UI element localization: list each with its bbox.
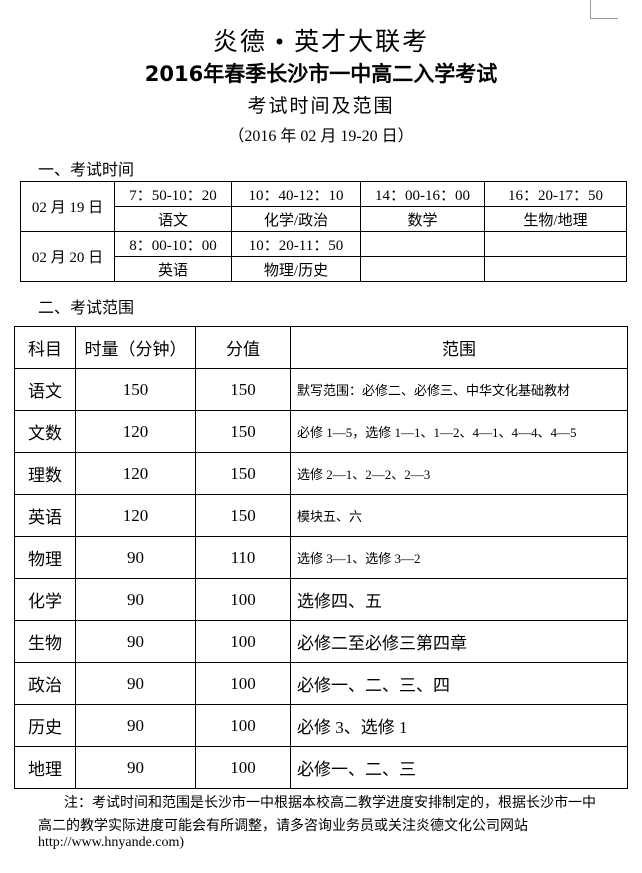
scope-cell: 必修一、二、三 [290,746,628,789]
duration-cell: 90 [75,536,196,579]
score-cell: 150 [195,452,291,495]
slot-time: 16：20-17：50 [484,181,627,207]
subject-cell: 语文 [14,368,76,411]
slot-subject: 生物/地理 [484,206,627,232]
score-cell: 100 [195,662,291,705]
page-corner-mark [590,0,618,19]
scope-cell: 必修 1—5，选修 1—1、1—2、4—1、4—4、4—5 [290,410,628,453]
slot-subject: 物理/历史 [231,256,361,282]
subject-cell: 英语 [14,494,76,537]
score-cell: 150 [195,368,291,411]
duration-cell: 120 [75,452,196,495]
table-row: 政治 90 100 必修一、二、三、四 [14,662,628,705]
scope-cell: 默写范围：必修二、必修三、中华文化基础教材 [290,368,628,411]
scope-cell: 选修 2—1、2—2、2—3 [290,452,628,495]
time-row: 02 月 19 日 7：50-10：20 10：40-12：10 14：00-16：0… [20,181,627,232]
slot-subject: 语文 [114,206,232,232]
slot-time [360,231,485,257]
slot-time: 8：00-10：00 [114,231,232,257]
column-header: 科目 [14,326,76,369]
slot-subject: 化学/政治 [231,206,361,232]
doc-subtitle: 2016年春季长沙市一中高二入学考试 [144,62,498,86]
subject-cell: 地理 [14,746,76,789]
scope-cell: 选修 3—1、选修 3—2 [290,536,628,579]
duration-cell: 90 [75,704,196,747]
score-cell: 100 [195,746,291,789]
table-row: 物理 90 110 选修 3—1、选修 3—2 [14,536,628,579]
website-link[interactable]: http://www.hnyande.com) [38,835,185,850]
subject-cell: 历史 [14,704,76,747]
subject-row: 英语 物理/历史 [21,256,627,282]
doc-date: （2016 年 02 月 19-20 日） [228,128,414,145]
slot-time: 14：00-16：00 [360,181,485,207]
subject-cell: 政治 [14,662,76,705]
footnote: 注：考试时间和范围是长沙市一中根据本校高二教学进度安排制定的，根据长沙市一中高二… [38,795,596,834]
subject-cell: 理数 [14,452,76,495]
score-cell: 100 [195,620,291,663]
table-row: 理数 120 150 选修 2—1、2—2、2—3 [14,452,628,495]
slot-time: 10：20-11：50 [231,231,361,257]
slot-subject: 数学 [360,206,485,232]
scope-cell: 选修四、五 [290,578,628,621]
subject-cell: 文数 [14,410,76,453]
slot-subject [360,256,485,282]
column-header: 时量（分钟） [75,326,196,369]
duration-cell: 150 [75,368,196,411]
slot-time: 7：50-10：20 [114,181,232,207]
subject-cell: 化学 [14,578,76,621]
section2-title: 二、考试范围 [38,300,135,317]
subject-cell: 物理 [14,536,76,579]
table-row: 文数 120 150 必修 1—5，选修 1—1、1—2、4—1、4—4、4—5 [14,410,628,453]
score-cell: 100 [195,578,291,621]
slot-time [484,231,627,257]
doc-heading: 考试时间及范围 [247,96,395,117]
table-row: 地理 90 100 必修一、二、三 [14,746,628,789]
subject-cell: 生物 [14,620,76,663]
score-cell: 150 [195,410,291,453]
column-header: 分值 [195,326,291,369]
table-row: 历史 90 100 必修 3、选修 1 [14,704,628,747]
subject-row: 语文 化学/政治 数学 生物/地理 [21,206,627,232]
exam-date: 02 月 20 日 [20,231,115,282]
exam-scope-table: 科目 时量（分钟） 分值 范围 语文 150 150 默写范围：必修二、必修三、中华文化基础教… [14,326,628,789]
table-row: 英语 120 150 模块五、六 [14,494,628,537]
score-cell: 150 [195,494,291,537]
table-row: 语文 150 150 默写范围：必修二、必修三、中华文化基础教材 [14,368,628,411]
duration-cell: 90 [75,746,196,789]
duration-cell: 90 [75,662,196,705]
doc-title: 炎德 • 英才大联考 [212,29,430,56]
time-row: 02 月 20 日 8：00-10：00 10：20-11：50 [20,231,627,282]
score-cell: 110 [195,536,291,579]
score-cell: 100 [195,704,291,747]
exam-time-table: 02 月 19 日 7：50-10：20 10：40-12：10 14：00-16：0… [20,181,627,282]
column-header: 范围 [290,326,628,369]
scope-cell: 必修 3、选修 1 [290,704,628,747]
duration-cell: 90 [75,620,196,663]
scope-cell: 模块五、六 [290,494,628,537]
duration-cell: 120 [75,494,196,537]
duration-cell: 120 [75,410,196,453]
slot-time: 10：40-12：10 [231,181,361,207]
table-row: 化学 90 100 选修四、五 [14,578,628,621]
exam-date: 02 月 19 日 [20,181,115,232]
table-row: 生物 90 100 必修二至必修三第四章 [14,620,628,663]
scope-cell: 必修二至必修三第四章 [290,620,628,663]
section1-title: 一、考试时间 [38,162,135,179]
header-row: 科目 时量（分钟） 分值 范围 [14,326,628,369]
slot-subject: 英语 [114,256,232,282]
slot-subject [484,256,627,282]
duration-cell: 90 [75,578,196,621]
scope-cell: 必修一、二、三、四 [290,662,628,705]
